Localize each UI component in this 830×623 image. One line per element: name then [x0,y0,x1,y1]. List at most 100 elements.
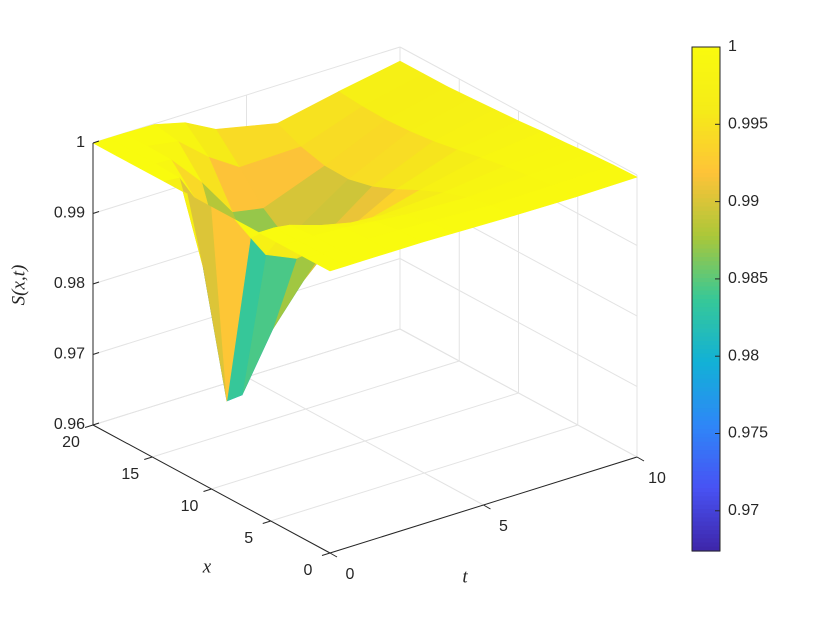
colorbar-swatch [692,504,720,510]
colorbar-swatch [692,185,720,191]
colorbar-swatch [692,97,720,103]
z-axis-label: S(x,t) [8,265,29,306]
colorbar-swatch [692,420,720,426]
colorbar-swatch [692,416,720,422]
colorbar-swatch [692,437,720,443]
colorbar-swatch [692,227,720,233]
t-tick [483,504,491,510]
colorbar-swatch [692,126,720,132]
colorbar-swatch [692,383,720,388]
t-axis-label: t [462,566,468,587]
colorbar-swatch [692,500,720,506]
colorbar-swatch [692,290,720,296]
colorbar-swatch [692,181,720,187]
colorbar-swatch [692,353,720,359]
colorbar-swatch [692,349,720,355]
colorbar-swatch [692,257,720,262]
t-tick-label: 5 [499,518,508,535]
colorbar-swatch [692,47,720,52]
colorbar-swatch [692,89,720,94]
colorbar-swatch [692,530,720,535]
colorbar-swatch [692,294,720,300]
z-tick-label: 0.98 [54,275,85,292]
colorbar-swatch [692,458,720,464]
colorbar-swatch [692,273,720,279]
grid-line [399,328,638,458]
t-tick [636,456,645,462]
colorbar-tick-label: 0.99 [728,193,759,210]
colorbar-swatch [692,441,720,447]
x-tick [321,552,331,556]
colorbar-swatch [692,378,720,384]
colorbar-swatch [692,236,720,241]
colorbar-swatch [692,412,720,418]
colorbar-swatch [692,404,720,409]
colorbar-swatch [692,467,720,472]
z-tick [92,140,100,144]
colorbar-swatch [692,202,720,208]
colorbar-swatch [692,286,720,292]
colorbar-swatch [692,328,720,334]
colorbar-swatch [692,244,720,250]
z-tick-label: 0.96 [54,416,85,433]
colorbar-tick-label: 0.975 [728,425,768,442]
colorbar-swatch [692,139,720,145]
colorbar-swatch [692,261,720,266]
colorbar-tick-label: 1 [728,38,737,55]
colorbar-swatch [692,462,720,468]
colorbar-frame [691,46,721,552]
colorbar-swatch [692,240,720,245]
colorbar-swatch [692,542,720,548]
z-tick-label: 1 [76,134,85,151]
colorbar-swatch [692,546,720,552]
colorbar-swatch [692,147,720,153]
colorbar-swatch [692,219,720,224]
colorbar-swatch [692,114,720,119]
colorbar-swatch [692,446,720,451]
colorbar-swatch [692,324,720,329]
colorbar-swatch [692,215,720,220]
colorbar-swatch [692,408,720,413]
colorbar-swatch [692,488,720,493]
colorbar-swatch [692,475,720,481]
z-tick-label: 0.97 [54,346,85,363]
colorbar-swatch [692,198,720,203]
colorbar-swatch [692,320,720,325]
colorbar-swatch [692,51,720,56]
colorbar-swatch [692,76,720,82]
colorbar-swatch [692,433,720,439]
x-tick-label: 0 [304,562,313,579]
colorbar-swatch [692,282,720,287]
colorbar-swatch [692,194,720,199]
colorbar-tick-label: 0.97 [728,502,759,519]
colorbar-swatch [692,248,720,254]
colorbar-swatch [692,252,720,258]
colorbar-swatch [692,479,720,485]
colorbar-swatch [692,450,720,455]
colorbar-swatch [692,525,720,531]
colorbar-tick-label: 0.985 [728,270,768,287]
colorbar-swatch [692,341,720,346]
colorbar-swatch [692,517,720,523]
colorbar-swatch [692,538,720,544]
z-tick [92,281,100,285]
colorbar-swatch [692,345,720,350]
colorbar-swatch [692,513,720,518]
colorbar-swatch [692,189,720,195]
colorbar-tick-label: 0.98 [728,347,759,364]
colorbar-swatch [692,278,720,283]
x-tick [84,424,94,428]
colorbar-swatch [692,131,720,136]
x-tick-label: 5 [244,530,253,547]
colorbar-swatch [692,299,720,304]
colorbar-swatch [692,223,720,229]
z-tick [92,422,100,426]
t-tick [329,552,338,558]
colorbar-swatch [692,366,720,371]
colorbar-tick-label: 0.995 [728,116,768,133]
colorbar-swatch [692,55,720,61]
colorbar-swatch [692,509,720,514]
colorbar-swatch [692,374,720,380]
colorbar-swatch [692,483,720,489]
colorbar-swatch [692,307,720,313]
